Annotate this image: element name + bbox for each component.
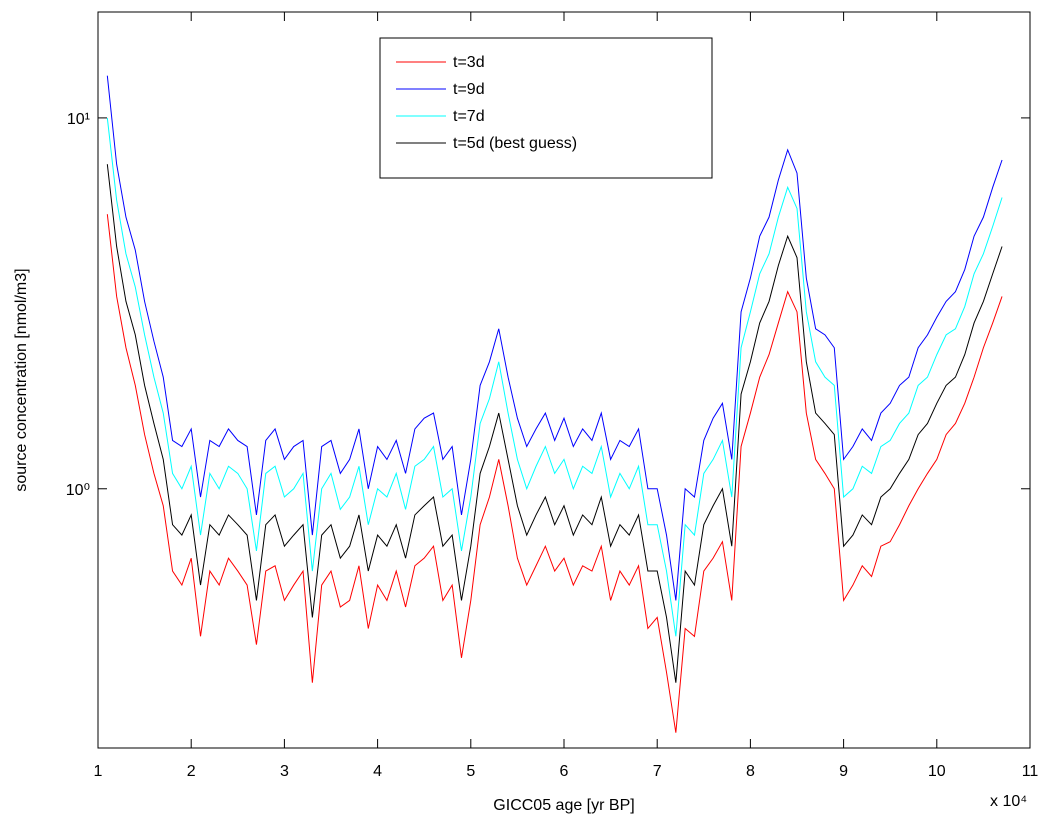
x-tick-label: 4: [373, 763, 382, 780]
x-tick-label: 2: [187, 763, 196, 780]
x-tick-label: 5: [466, 763, 475, 780]
legend-label: t=5d (best guess): [453, 135, 577, 152]
y-tick-label: 10¹: [67, 111, 90, 128]
y-tick-label: 10⁰: [66, 482, 90, 499]
x-tick-label: 6: [560, 763, 569, 780]
x-multiplier: x 10⁴: [990, 793, 1027, 810]
data-line: [106, 117, 1003, 637]
x-tick-label: 11: [1022, 763, 1039, 780]
series-group: [106, 75, 1003, 733]
x-tick-label: 10: [928, 763, 946, 780]
legend: t=3d t=9d t=7d t=5d (best guess): [379, 37, 713, 179]
x-tick-label: 1: [94, 763, 103, 780]
legend-label: t=7d: [453, 108, 485, 125]
legend-label: t=9d: [453, 81, 485, 98]
x-tick-label: 7: [653, 763, 662, 780]
x-tick-label: 9: [839, 763, 848, 780]
y-axis-label: source concentration [nmol/m3]: [13, 268, 30, 491]
legend-box: [379, 37, 713, 179]
data-line: [106, 214, 1003, 733]
data-line: [106, 75, 1003, 601]
legend-label: t=3d: [453, 54, 485, 71]
data-line: [106, 164, 1003, 683]
x-tick-label: 3: [280, 763, 289, 780]
x-axis-label: GICC05 age [yr BP]: [493, 797, 634, 814]
x-tick-label: 8: [746, 763, 755, 780]
